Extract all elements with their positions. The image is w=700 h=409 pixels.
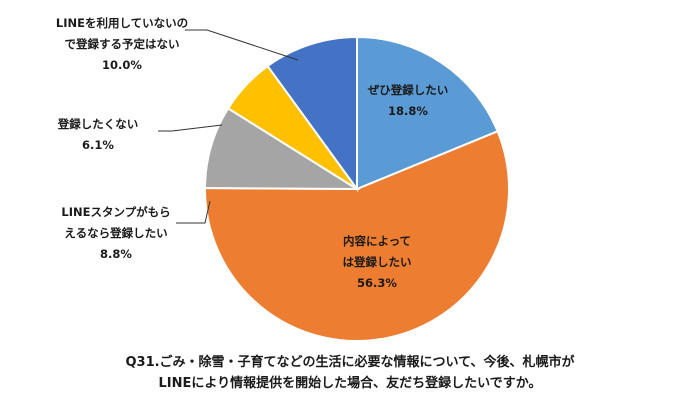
pie-slice-0 — [356, 35, 499, 191]
pie-slice-4 — [266, 35, 358, 193]
data-label-category-1: は登録したい — [343, 255, 412, 269]
data-label-category-0: ぜひ登録したい — [368, 83, 449, 97]
leader-line-2 — [176, 200, 211, 224]
chart-title-line-2: LINEにより情報提供を開始した場合、友だち登録したいですか。 — [158, 376, 542, 391]
data-label-category-3: 登録したくない — [57, 117, 139, 131]
data-label-category-4: で登録する予定はない — [65, 37, 180, 51]
data-label-value-1: 56.3% — [357, 276, 397, 290]
leader-line-4 — [185, 29, 299, 61]
data-label-value-4: 10.0% — [102, 58, 142, 72]
data-label-category-1: 内容によって — [343, 234, 411, 248]
pie-slice-2 — [203, 106, 361, 191]
data-label-value-0: 18.8% — [388, 104, 428, 118]
data-label-value-3: 6.1% — [82, 138, 114, 152]
data-label-category-4: LINEを利用していないの — [56, 16, 188, 30]
data-label-category-2: LINEスタンプがもら — [61, 205, 170, 219]
data-label-category-2: えるなら登録したい — [64, 226, 167, 240]
data-label-value-2: 8.8% — [100, 247, 132, 261]
leader-line-3 — [158, 124, 223, 132]
chart-title-line-1: Q31.ごみ・除雪・子育てなどの生活に必要な情報について、今後、札幌市が — [125, 355, 575, 370]
pie-slice-1 — [204, 129, 510, 342]
